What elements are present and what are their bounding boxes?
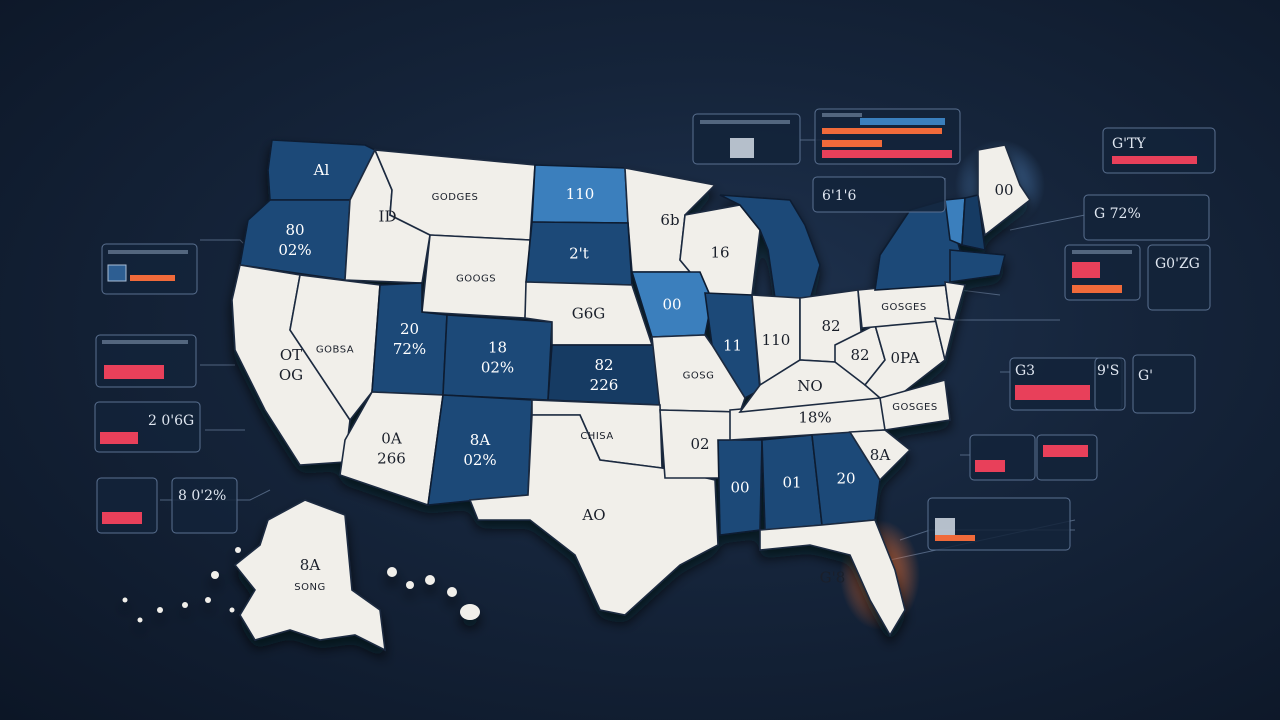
state-label-pa: GOSGES — [881, 302, 926, 313]
state-or[interactable] — [239, 199, 351, 281]
panel-p12-label: 9'S — [1097, 363, 1119, 379]
state-label-co: 02% — [481, 359, 514, 377]
state-label-az: 0A — [381, 430, 402, 448]
state-label-al: 01 — [782, 474, 801, 492]
state-label-ks: 226 — [590, 376, 619, 394]
panel-p18 — [927, 497, 1071, 551]
state-label-co: 18 — [488, 339, 507, 357]
panel-p13 — [692, 113, 801, 165]
panel-p9-label: 2 0'6G — [148, 413, 194, 429]
panel-p1 — [101, 243, 198, 295]
state-label-in: 110 — [762, 331, 791, 349]
panel-p9: 2 0'6G — [94, 401, 201, 453]
state-label-nm: 02% — [463, 451, 496, 469]
state-label-ak: 8A — [300, 556, 321, 574]
state-label-ne: G6G — [572, 305, 606, 323]
state-label-id: ID — [379, 208, 397, 226]
state-ma[interactable] — [949, 249, 1007, 283]
panel-p10-label: 8 0'2% — [178, 488, 226, 504]
state-label-il: 11 — [723, 337, 742, 355]
state-label-sd: 2't — [569, 245, 589, 263]
panel-p6: G0'ZG — [1147, 244, 1211, 311]
panel-p2 — [95, 334, 197, 388]
state-label-ia: 00 — [662, 296, 681, 314]
state-label-tx: AO — [581, 506, 605, 524]
state-label-or: 80 — [285, 221, 304, 239]
state-label-ca: OT — [280, 346, 302, 364]
state-co[interactable] — [442, 314, 553, 401]
state-label-sc: 8A — [870, 446, 891, 464]
state-label-ca: OG — [279, 366, 303, 384]
panel-p6-label: G0'ZG — [1155, 256, 1200, 272]
panel-p3: 6'1'6 — [812, 176, 946, 213]
state-label-fl: G'8 — [820, 569, 846, 587]
panel-p12: 9'S — [1094, 357, 1126, 411]
panel-p15: G' — [1132, 354, 1196, 414]
map — [122, 139, 1032, 652]
state-label-ok: CHISA — [580, 431, 613, 442]
state-label-nc: GOSGES — [892, 402, 937, 413]
state-label-ar: 02 — [690, 435, 709, 453]
panel-p5: G 72% — [1083, 194, 1210, 241]
state-de[interactable] — [933, 317, 957, 361]
state-label-nv: GOBSA — [316, 345, 354, 356]
islands — [122, 547, 480, 623]
state-ak[interactable] — [233, 499, 386, 652]
state-label-or: 02% — [278, 241, 311, 259]
state-tx[interactable] — [468, 414, 719, 616]
state-label-ut: 72% — [393, 340, 426, 358]
state-label-ms: 00 — [730, 479, 749, 497]
panel-p3-label: 6'1'6 — [822, 188, 857, 204]
state-label-oh: 82 — [821, 317, 840, 335]
state-az[interactable] — [339, 391, 444, 507]
state-label-wv: 82 — [850, 346, 869, 364]
state-label-ky: NO — [797, 377, 822, 395]
state-label-wa: Al — [313, 161, 330, 179]
state-fl[interactable] — [759, 519, 906, 637]
panel-p4-label: G'TY — [1112, 136, 1146, 152]
panel-p4: G'TY — [1102, 127, 1216, 174]
state-label-ut: 20 — [400, 320, 419, 338]
state-label-mt: GODGES — [432, 192, 479, 203]
state-label-ga: 20 — [836, 470, 855, 488]
state-label-va: 0PA — [890, 349, 919, 367]
state-label-ks: 82 — [594, 356, 613, 374]
panel-p17 — [1036, 434, 1098, 481]
state-label-mn: 6b — [660, 211, 679, 229]
state-nm[interactable] — [427, 394, 533, 506]
panel-p8 — [1064, 244, 1141, 301]
panel-p14 — [814, 108, 961, 165]
panel-p15-label: G' — [1138, 368, 1153, 384]
state-label-me: 00 — [994, 181, 1013, 199]
state-nv[interactable] — [289, 274, 381, 422]
panel-p7 — [96, 477, 158, 534]
state-label-nd: 110 — [566, 185, 595, 203]
state-nc[interactable] — [879, 378, 951, 431]
state-label-mo: GOSG — [683, 371, 715, 382]
state-nh[interactable] — [961, 194, 986, 252]
panel-p5-label: G 72% — [1094, 206, 1141, 222]
panel-p16 — [969, 434, 1036, 481]
state-ks[interactable] — [547, 344, 661, 406]
state-label-ak: SONG — [294, 582, 325, 593]
panel-p10: 8 0'2% — [171, 477, 238, 534]
state-label-tn: 18% — [798, 409, 831, 427]
state-label-az: 266 — [377, 450, 406, 468]
data-panels: 2 0'6G 8 0'2% 6'1'6 — [94, 108, 1216, 551]
panel-p11-label: G3 — [1015, 363, 1035, 379]
panel-p11: G3 — [1009, 357, 1123, 411]
state-label-wi: 16 — [710, 244, 729, 262]
state-me[interactable] — [977, 144, 1032, 237]
state-label-wy: GOOGS — [456, 274, 496, 285]
state-label-nm: 8A — [470, 431, 491, 449]
state-labels: Al 80 02% ID GODGES 110 6b GOOGS 2't 16 OT OG GOBSA 2… — [278, 161, 1013, 593]
state-sc[interactable] — [848, 429, 912, 482]
